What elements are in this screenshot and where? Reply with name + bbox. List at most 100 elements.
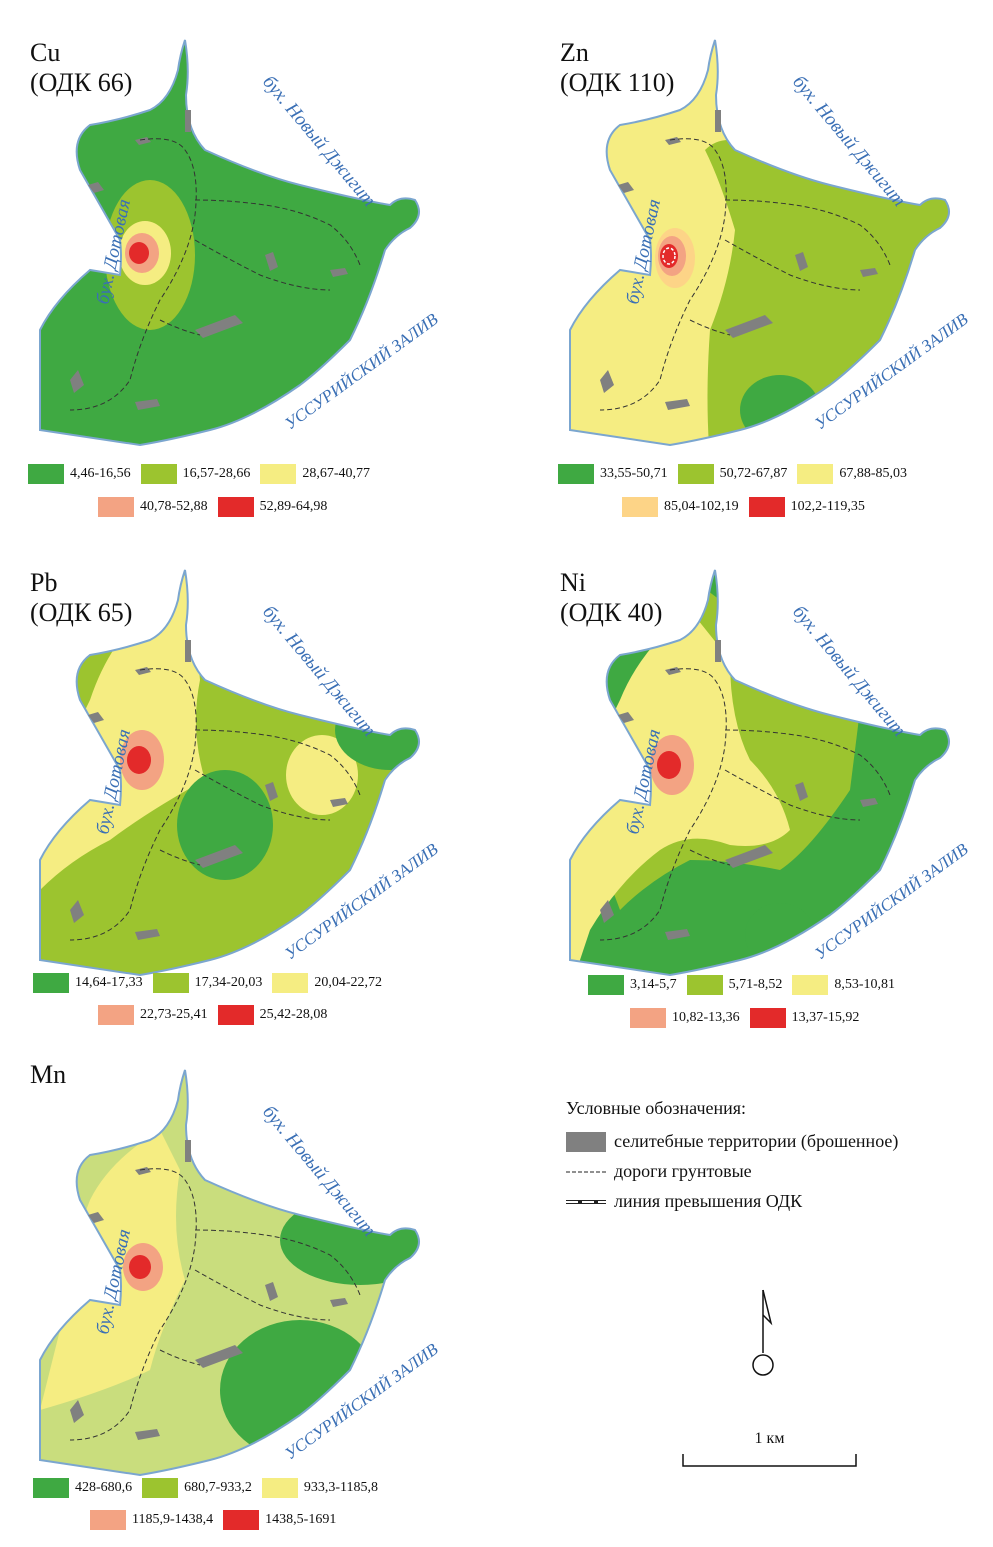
key-settlements-label: селитебные территории (брошенное) <box>614 1131 899 1151</box>
legend-swatch <box>217 1005 254 1025</box>
settlement-area <box>795 252 808 271</box>
map-key: Условные обозначения: селитебные террито… <box>566 1098 898 1221</box>
zone-red <box>129 242 149 264</box>
legend-item: 14,64-17,33 <box>33 973 143 993</box>
key-settlements: селитебные территории (брошенное) <box>566 1131 898 1152</box>
legend-swatch <box>223 1510 260 1530</box>
legend-item: 4,46-16,56 <box>28 464 131 484</box>
dirt-road <box>194 769 331 821</box>
settlement-area <box>195 1345 243 1368</box>
legend-label: 933,3-1185,8 <box>303 1480 378 1495</box>
settlement-area <box>70 370 84 393</box>
element-label: Ni (ОДК 40) <box>560 568 662 628</box>
settlement-area <box>795 782 808 801</box>
legend-item: 3,14-5,7 <box>588 975 677 995</box>
legend-item: 85,04-102,19 <box>622 497 739 517</box>
settlement-area <box>618 712 634 723</box>
zone-dark-green <box>740 375 820 445</box>
legend-swatch <box>28 464 64 484</box>
dirt-road <box>159 849 201 866</box>
legend-item: 10,82-13,36 <box>630 1008 740 1028</box>
settlement-area <box>185 1140 191 1162</box>
legend-label: 14,64-17,33 <box>75 975 143 990</box>
legend-item: 40,78-52,88 <box>98 497 208 517</box>
dirt-road <box>724 729 891 796</box>
dirt-road <box>194 239 331 291</box>
settlement-area <box>725 315 773 338</box>
zone-dark-green <box>745 903 815 967</box>
settlement-area <box>88 1212 104 1223</box>
legend-label: 33,55-50,71 <box>600 466 668 481</box>
legend-swatch <box>260 464 297 484</box>
dirt-road <box>159 1349 201 1366</box>
legend-label: 52,89-64,98 <box>259 499 328 514</box>
legend-item: 5,71-8,52 <box>686 975 782 995</box>
settlement-area <box>135 399 160 410</box>
legend-label: 8,53-10,81 <box>834 977 896 992</box>
coastline <box>39 569 420 977</box>
settlement-area <box>860 268 878 277</box>
odk-value: (ОДК 65) <box>30 598 133 627</box>
settlement-area <box>600 370 614 393</box>
legend-swatch <box>217 497 254 517</box>
legend-label: 428-680,6 <box>75 1480 133 1495</box>
settlement-area <box>135 1167 151 1175</box>
legend-swatch <box>90 1510 126 1530</box>
element-label: Mn <box>30 1060 66 1090</box>
legend-swatch <box>152 973 189 993</box>
settlement-area <box>860 798 878 807</box>
coastline <box>569 39 950 447</box>
legend-item: 20,04-22,72 <box>272 973 382 993</box>
scale-bar-icon <box>682 1454 857 1467</box>
legend-swatch <box>588 975 624 995</box>
dirt-road <box>724 769 861 821</box>
dirt-road <box>599 668 727 941</box>
legend-label: 25,42-28,08 <box>259 1007 328 1022</box>
map-panel-cu: бух. Дотовая бух. Новый Джигит УССУРИЙСКИЙ… <box>0 0 470 500</box>
legend-item: 428-680,6 <box>33 1478 132 1498</box>
settlement-area <box>135 667 151 675</box>
settlement-area <box>725 845 773 868</box>
settlement-area <box>88 712 104 723</box>
legend-item: 102,2-119,35 <box>748 497 865 517</box>
scale-bar: 1 км <box>682 1430 857 1473</box>
legend-label: 10,82-13,36 <box>672 1010 740 1025</box>
zone-yellow <box>286 735 358 815</box>
coastline <box>569 569 950 977</box>
legend-swatch <box>686 975 723 995</box>
legend-label: 20,04-22,72 <box>314 975 383 990</box>
legend-mn-row1: 428-680,6 680,7-933,2 933,3-1185,8 <box>33 1478 388 1498</box>
legend-ni-row2: 10,82-13,36 13,37-15,92 <box>630 1008 869 1028</box>
dirt-road <box>689 319 731 336</box>
settlement-area <box>195 845 243 868</box>
zone-red <box>657 751 681 779</box>
settlement-area <box>618 182 634 193</box>
settlement-swatch <box>566 1131 606 1152</box>
dirt-road <box>194 1269 331 1321</box>
road-line-icon <box>566 1171 606 1172</box>
legend-swatch <box>749 1008 786 1028</box>
key-roads-label: дороги грунтовые <box>614 1161 752 1181</box>
legend-item: 67,88-85,03 <box>797 464 907 484</box>
legend-label: 3,14-5,7 <box>630 977 677 992</box>
settlement-area <box>665 399 690 410</box>
legend-swatch <box>33 1478 69 1498</box>
zone-red <box>129 1255 151 1279</box>
legend-swatch <box>797 464 834 484</box>
dirt-road <box>69 668 197 941</box>
element-label: Cu (ОДК 66) <box>30 38 132 98</box>
settlement-area <box>600 900 614 923</box>
zone-yellow <box>40 570 205 975</box>
legend-label: 85,04-102,19 <box>664 499 739 514</box>
legend-zn-row1: 33,55-50,71 50,72-67,87 67,88-85,03 <box>558 464 917 484</box>
legend-item: 1438,5-1691 <box>223 1510 336 1530</box>
element-symbol: Mn <box>30 1060 67 1089</box>
legend-swatch <box>142 1478 179 1498</box>
legend-swatch <box>748 497 785 517</box>
odk-value: (ОДК 40) <box>560 598 663 627</box>
legend-cu-row2: 40,78-52,88 52,89-64,98 <box>98 497 337 517</box>
element-symbol: Pb <box>30 568 58 597</box>
legend-label: 28,67-40,77 <box>302 466 371 481</box>
legend-label: 67,88-85,03 <box>839 466 908 481</box>
